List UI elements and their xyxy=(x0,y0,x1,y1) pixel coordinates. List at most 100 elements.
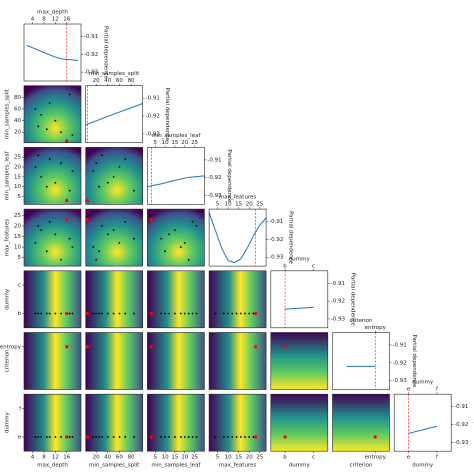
y-tick-label: -0.93 xyxy=(207,193,222,199)
contour xyxy=(24,332,81,390)
sample-point xyxy=(179,312,182,315)
sample-point xyxy=(48,158,51,161)
y-axis-label: Partial dependence xyxy=(226,149,232,203)
sample-point xyxy=(124,436,127,438)
sample-point xyxy=(71,312,74,315)
y-tick-label: -0.92 xyxy=(454,422,468,428)
y-axis-label: min_samples_leaf xyxy=(5,150,11,200)
sample-point xyxy=(195,225,198,227)
x-axis-label: criterion xyxy=(350,318,374,324)
contour xyxy=(85,209,143,267)
y-axis-label: max_features xyxy=(5,219,11,257)
y-tick-label: -0.93 xyxy=(269,255,284,261)
sample-point xyxy=(195,312,198,315)
sample-point xyxy=(48,220,51,223)
pd-line xyxy=(208,212,267,264)
x-tick-label: 40 xyxy=(104,455,111,461)
sample-point xyxy=(112,312,115,315)
sample-point xyxy=(227,436,230,438)
x-tick-label: 8 xyxy=(42,455,46,461)
contour xyxy=(270,394,328,452)
sample-point xyxy=(191,312,194,315)
sample-point xyxy=(40,436,42,438)
panel-frame xyxy=(23,393,82,452)
sample-point xyxy=(168,436,170,438)
contour xyxy=(147,332,205,390)
sample-point xyxy=(48,436,51,438)
y-tick-label: -0.91 xyxy=(331,281,345,287)
sample-point xyxy=(118,436,121,438)
y-tick-label: c xyxy=(18,283,21,289)
y-tick-label: 15 xyxy=(14,174,21,180)
sample-point xyxy=(37,436,40,438)
panel-frame xyxy=(85,208,143,267)
best-point xyxy=(85,435,90,439)
best-point xyxy=(149,435,153,439)
sample-point xyxy=(214,312,217,315)
sample-point xyxy=(174,229,176,232)
y-axis-label: Partial dependence xyxy=(473,396,474,450)
sample-point xyxy=(164,436,166,438)
panel-frame xyxy=(332,393,390,452)
y-tick-label: 25 xyxy=(14,213,21,219)
sample-point xyxy=(118,166,121,168)
x-tick-label: 10 xyxy=(225,455,232,461)
x-axis-label: criterion xyxy=(350,463,374,469)
panel xyxy=(147,147,205,205)
y-tick-label: -0.91 xyxy=(393,342,407,348)
sample-point xyxy=(95,436,98,438)
sample-point xyxy=(195,436,198,438)
sample-point xyxy=(239,312,242,315)
x-tick-label: 60 xyxy=(116,78,123,84)
x-axis-label: max_depth xyxy=(37,10,68,16)
contour xyxy=(209,394,267,452)
contour xyxy=(24,394,81,452)
y-axis-label: Partial dependence xyxy=(411,334,417,388)
panel-frame xyxy=(208,393,267,452)
x-axis-label: dummy xyxy=(412,380,434,386)
sample-point xyxy=(112,175,115,178)
x-tick-label: 16 xyxy=(63,455,70,461)
y-tick-label: -0.93 xyxy=(146,131,161,137)
best-point xyxy=(283,435,287,439)
sample-point xyxy=(68,237,71,240)
x-tick-label: 20 xyxy=(246,455,253,461)
y-axis-label: Partial dependence xyxy=(349,273,355,327)
y-tick-label: 15 xyxy=(14,234,21,240)
sample-point xyxy=(92,312,95,315)
contour xyxy=(209,270,267,328)
sample-point xyxy=(118,312,121,315)
sample-point xyxy=(101,225,103,227)
best-point xyxy=(65,311,69,316)
y-tick-label: 10 xyxy=(14,245,21,251)
sample-point xyxy=(191,436,194,438)
x-tick-label: c xyxy=(312,455,315,461)
x-tick-label: entropy xyxy=(365,325,387,331)
contour xyxy=(24,270,81,328)
sample-point xyxy=(179,246,182,249)
x-axis-label: min_samples_leaf xyxy=(151,463,201,469)
x-tick-label: 15 xyxy=(235,455,242,461)
sample-point xyxy=(124,158,127,161)
best-point xyxy=(253,345,258,349)
panel-frame xyxy=(23,147,82,205)
x-axis-label: max_features xyxy=(219,195,257,201)
sample-point xyxy=(106,312,109,315)
panel-frame xyxy=(208,332,267,390)
sample-point xyxy=(164,250,166,253)
y-tick-label: -0.93 xyxy=(393,378,408,384)
sample-point xyxy=(45,185,48,188)
panel-frame xyxy=(147,393,205,452)
sample-point xyxy=(106,436,109,438)
sample-point xyxy=(248,436,251,438)
panel xyxy=(332,332,390,390)
sample-point xyxy=(133,312,135,315)
sample-point xyxy=(34,241,37,244)
sample-point xyxy=(60,162,62,165)
contour xyxy=(209,332,267,390)
y-tick-label: -0.91 xyxy=(146,96,160,102)
panel-frame xyxy=(270,332,329,390)
x-tick-label: 80 xyxy=(128,455,135,461)
sample-point xyxy=(124,220,127,223)
